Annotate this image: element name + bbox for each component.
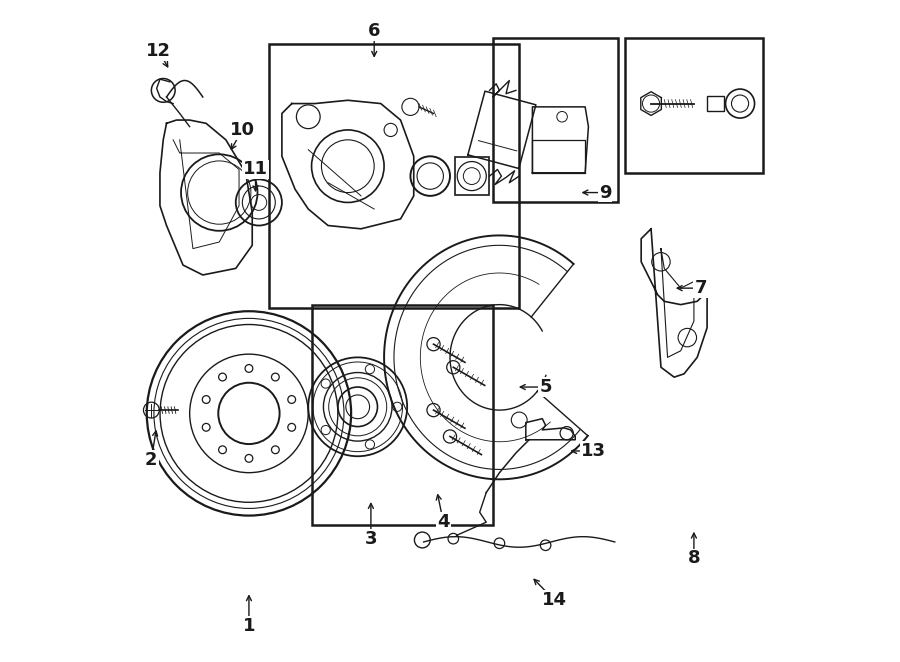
Bar	[493, 38, 618, 203]
Bar	[454, 157, 489, 195]
Text: 8: 8	[688, 549, 700, 567]
Bar	[311, 305, 493, 526]
Bar	[625, 38, 763, 173]
Text: 5: 5	[539, 378, 552, 396]
Text: 7: 7	[694, 279, 706, 297]
Text: 4: 4	[437, 513, 450, 531]
Bar	[707, 96, 724, 111]
Bar	[269, 44, 519, 308]
Text: 10: 10	[230, 121, 255, 139]
Text: 14: 14	[542, 591, 567, 609]
Text: 3: 3	[364, 530, 377, 547]
Text: 9: 9	[598, 183, 611, 201]
Text: 2: 2	[145, 451, 158, 469]
Text: 13: 13	[581, 442, 607, 460]
Text: 1: 1	[243, 618, 256, 636]
Text: 6: 6	[368, 22, 381, 40]
Text: 12: 12	[146, 42, 171, 60]
Text: 11: 11	[243, 160, 268, 179]
